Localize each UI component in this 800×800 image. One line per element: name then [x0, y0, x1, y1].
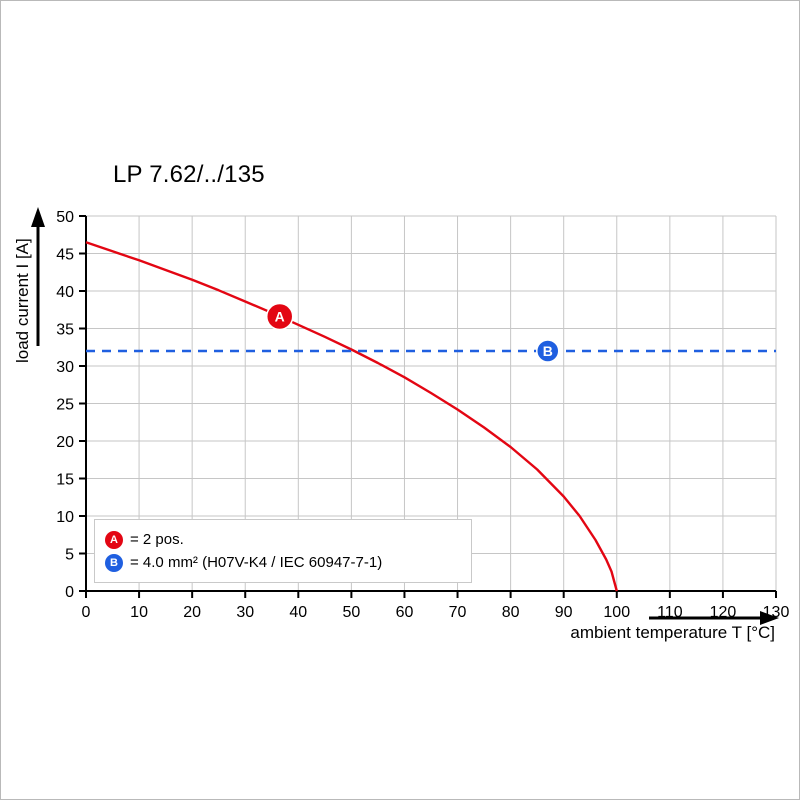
y-tick-label: 45: [56, 247, 74, 264]
y-tick-label: 20: [56, 434, 74, 451]
x-axis-arrowhead: [760, 611, 779, 625]
legend-text-a: = 2 pos.: [130, 531, 184, 548]
marker-label-b: B: [543, 343, 553, 359]
x-tick-label: 10: [130, 604, 148, 621]
y-tick-label: 25: [56, 397, 74, 414]
y-tick-label: 5: [65, 547, 74, 564]
y-axis-arrowhead: [31, 207, 45, 227]
marker-label-a: A: [275, 309, 285, 325]
legend-text-b: = 4.0 mm² (H07V-K4 / IEC 60947-7-1): [130, 554, 383, 571]
x-tick-label: 90: [555, 604, 573, 621]
y-tick-label: 15: [56, 472, 74, 489]
y-tick-label: 40: [56, 284, 74, 301]
legend-item-b: B = 4.0 mm² (H07V-K4 / IEC 60947-7-1): [105, 553, 461, 572]
chart-title: LP 7.62/../135: [113, 161, 265, 188]
x-tick-label: 30: [236, 604, 254, 621]
x-tick-label: 70: [449, 604, 467, 621]
derating-curve: [85, 241, 618, 592]
y-tick-label: 50: [56, 209, 74, 226]
y-tick-label: 30: [56, 359, 74, 376]
x-tick-label: 0: [82, 604, 91, 621]
legend-item-a: A = 2 pos.: [105, 530, 461, 549]
x-tick-label: 40: [289, 604, 307, 621]
x-tick-label: 100: [603, 604, 630, 621]
legend-box: A = 2 pos. B = 4.0 mm² (H07V-K4 / IEC 60…: [94, 519, 472, 583]
x-tick-label: 80: [502, 604, 520, 621]
y-tick-label: 35: [56, 322, 74, 339]
marker-b: [536, 339, 560, 363]
x-tick-label: 60: [396, 604, 414, 621]
x-axis-label: ambient temperature T [°C]: [570, 623, 775, 642]
x-tick-label: 50: [342, 604, 360, 621]
y-tick-label: 10: [56, 509, 74, 526]
legend-badge-a: A: [105, 530, 123, 549]
y-tick-label: 0: [65, 584, 74, 601]
marker-a: [265, 302, 294, 331]
legend-badge-b: B: [105, 553, 123, 572]
x-tick-label: 20: [183, 604, 201, 621]
